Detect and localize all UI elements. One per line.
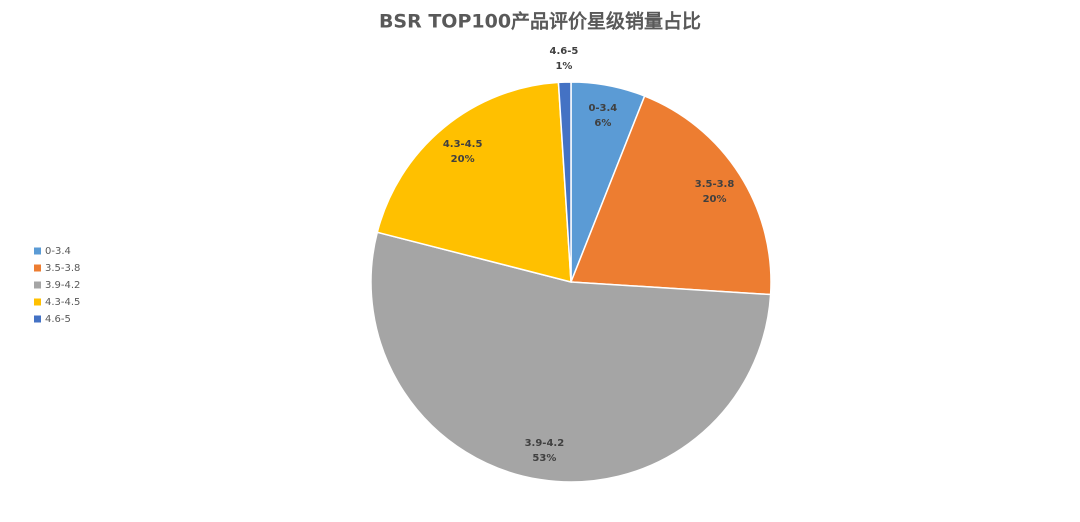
legend-swatch bbox=[34, 247, 41, 255]
legend-label: 3.9-4.2 bbox=[45, 280, 80, 291]
pie-slice bbox=[370, 231, 772, 483]
legend-swatch bbox=[34, 315, 41, 323]
legend-swatch bbox=[34, 264, 41, 272]
legend-swatch bbox=[34, 298, 41, 306]
data-label-value: 1% bbox=[555, 61, 572, 72]
legend-label: 3.5-3.8 bbox=[45, 263, 80, 274]
chart-title: BSR TOP100产品评价星级销量占比 bbox=[379, 10, 701, 33]
legend-swatch bbox=[34, 281, 41, 289]
data-label-category: 4.3-4.5 bbox=[443, 139, 483, 150]
legend-label: 4.3-4.5 bbox=[45, 297, 80, 308]
legend-label: 4.6-5 bbox=[45, 314, 71, 325]
data-label-value: 20% bbox=[703, 194, 727, 205]
data-label-value: 20% bbox=[451, 154, 475, 165]
data-label-category: 3.9-4.2 bbox=[525, 438, 565, 449]
pie-slice bbox=[557, 81, 572, 283]
data-label-value: 53% bbox=[532, 453, 556, 464]
data-label-category: 0-3.4 bbox=[588, 103, 617, 114]
pie-slice bbox=[569, 95, 772, 296]
data-label-value: 6% bbox=[594, 118, 611, 129]
data-label-category: 3.5-3.8 bbox=[695, 179, 735, 190]
data-label-category: 4.6-5 bbox=[550, 46, 579, 57]
legend-label: 0-3.4 bbox=[45, 246, 71, 257]
pie-slice bbox=[376, 81, 572, 283]
